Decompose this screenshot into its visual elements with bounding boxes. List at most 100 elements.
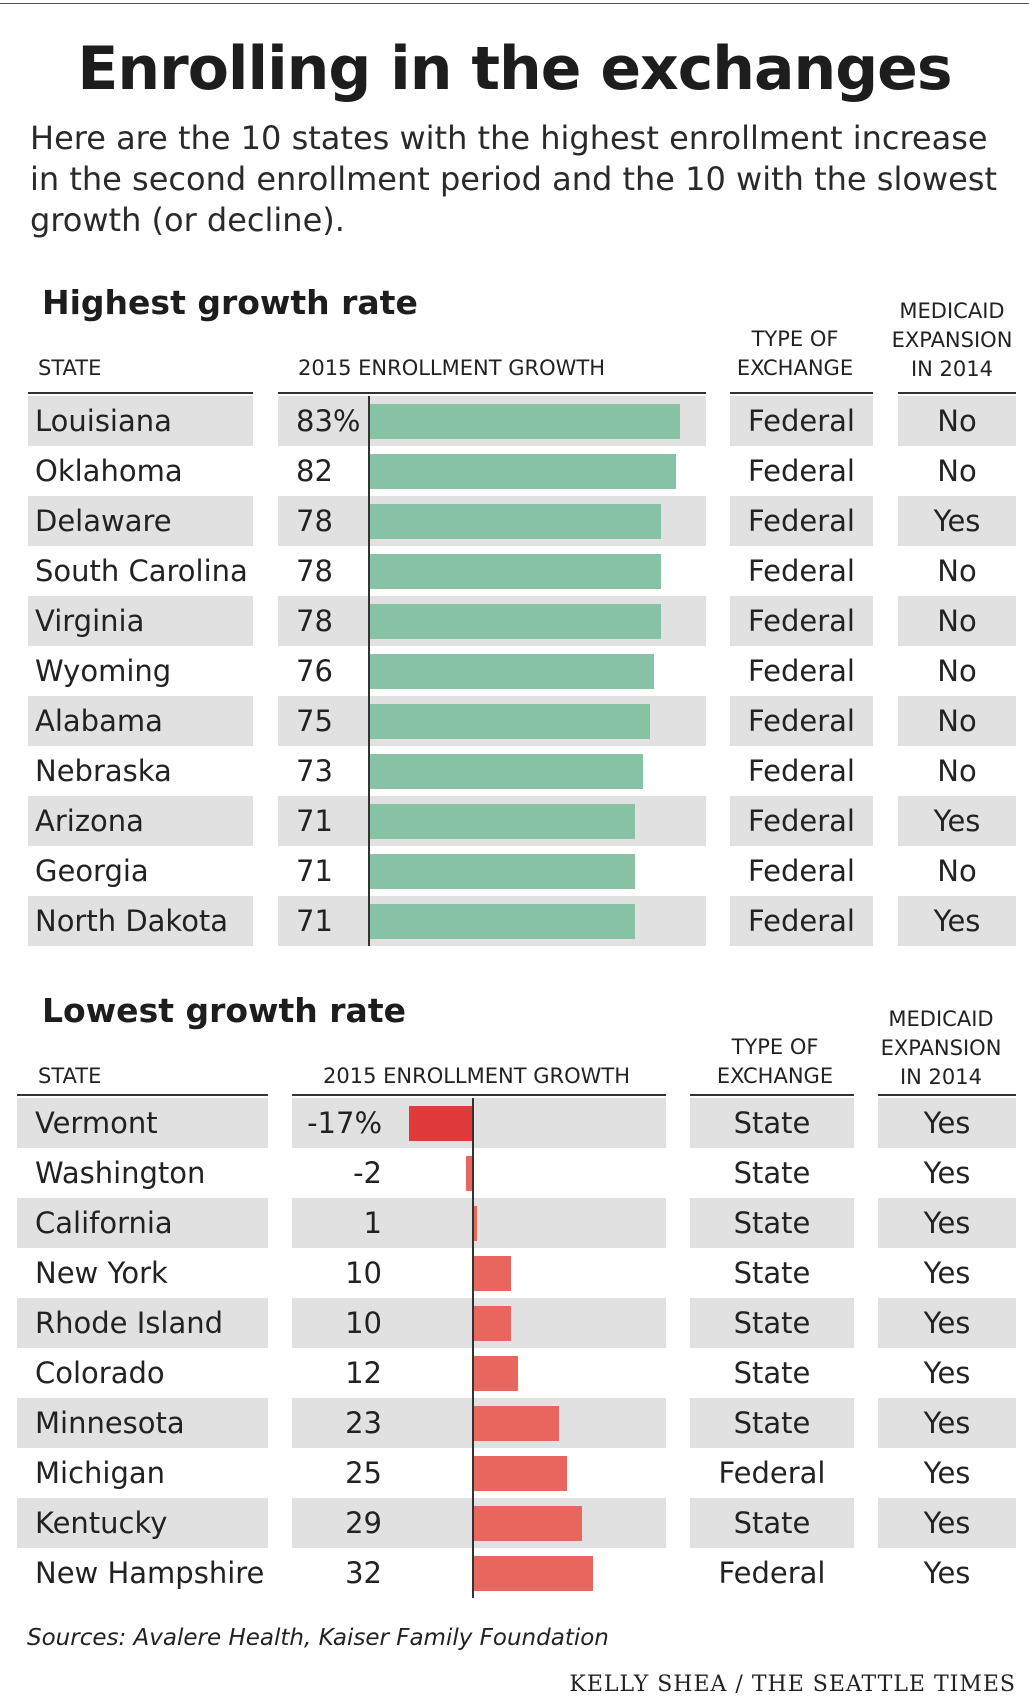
value-label: -17% [307,1106,382,1140]
exchange-type: State [733,1256,811,1290]
row-band [690,1498,854,1548]
row-band [28,796,253,846]
exchange-type: Federal [748,604,855,638]
header-medicaid-line1: MEDICAID [888,1007,994,1031]
header-rule [690,1094,854,1096]
row-band [690,1398,854,1448]
row-band [730,496,873,546]
medicaid-expansion: Yes [923,1356,971,1390]
row-band [17,1198,268,1248]
medicaid-expansion: Yes [933,804,981,838]
row-band [898,496,1016,546]
state-name: Georgia [35,854,149,888]
bar [369,854,636,889]
value-label: 71 [296,904,333,938]
state-name: Washington [35,1156,206,1190]
bar [369,454,677,489]
row-band [730,696,873,746]
state-name: Colorado [35,1356,165,1390]
row-band [28,596,253,646]
value-label: 76 [296,654,333,688]
row-band [17,1498,268,1548]
exchange-type: Federal [748,704,855,738]
bar [473,1506,582,1541]
medicaid-expansion: Yes [923,1106,971,1140]
value-label: 10 [345,1256,382,1290]
value-label: 23 [345,1406,382,1440]
bar [473,1256,511,1291]
bar [369,904,636,939]
bar [473,1206,477,1241]
state-name: Virginia [35,604,145,638]
medicaid-expansion: Yes [923,1406,971,1440]
exchange-type: Federal [718,1556,826,1590]
state-name: Michigan [35,1456,166,1490]
header-rule [28,392,253,394]
exchange-type: Federal [748,554,855,588]
state-name: Kentucky [35,1506,168,1540]
state-name: North Dakota [35,904,229,938]
value-label: 78 [296,504,333,538]
exchange-type: Federal [748,404,855,438]
bar [369,754,643,789]
exchange-type: Federal [748,904,855,938]
row-band [292,1198,666,1248]
row-band [690,1098,854,1148]
row-band [28,496,253,546]
medicaid-expansion: No [937,404,977,438]
bar [473,1356,518,1391]
medicaid-expansion: No [937,554,977,588]
header-medicaid-line2: EXPANSION [891,328,1013,352]
medicaid-expansion: Yes [923,1206,971,1240]
exchange-type: State [733,1106,811,1140]
bar [465,1156,473,1191]
row-band [730,896,873,946]
page-title: Enrolling in the exchanges [77,34,952,104]
row-band [878,1298,1016,1348]
bar [369,654,654,689]
zero-axis [368,396,370,946]
state-name: Vermont [35,1106,158,1140]
bar [369,504,662,539]
exchange-type: State [733,1356,811,1390]
bar [473,1456,567,1491]
state-name: Rhode Island [35,1306,224,1340]
exchange-type: Federal [718,1456,826,1490]
value-label: 25 [345,1456,382,1490]
medicaid-expansion: No [937,704,977,738]
medicaid-expansion: Yes [923,1306,971,1340]
lowest-header-state: STATE [38,1064,102,1088]
exchange-type: State [733,1156,811,1190]
medicaid-expansion: Yes [923,1506,971,1540]
header-medicaid-line2: EXPANSION [880,1036,1002,1060]
lowest-header-medicaid: MEDICAID EXPANSION IN 2014 [876,1005,1006,1092]
lowest-header-type: TYPE OF EXCHANGE [688,1033,862,1091]
medicaid-expansion: No [937,454,977,488]
row-band [898,796,1016,846]
medicaid-expansion: No [937,854,977,888]
row-band [730,596,873,646]
header-rule [17,1094,268,1096]
state-name: Wyoming [35,654,172,688]
state-name: Louisiana [35,404,172,438]
row-band [28,896,253,946]
bar [369,404,680,439]
header-rule [730,392,873,394]
header-medicaid-line3: IN 2014 [899,1065,983,1089]
row-band [28,696,253,746]
medicaid-expansion: Yes [923,1556,971,1590]
bar [473,1406,560,1441]
value-label: -2 [353,1156,382,1190]
state-name: California [35,1206,173,1240]
header-rule [292,1094,666,1096]
highest-header-medicaid: MEDICAID EXPANSION IN 2014 [888,297,1016,384]
value-label: 29 [345,1506,382,1540]
value-label: 12 [345,1356,382,1390]
exchange-type: Federal [748,654,855,688]
medicaid-expansion: No [937,604,977,638]
intro-text: Here are the 10 states with the highest … [30,119,997,239]
value-label: 83% [296,404,361,438]
lowest-header-growth: 2015 ENROLLMENT GROWTH [323,1064,630,1088]
value-label: 73 [296,754,333,788]
state-name: South Carolina [35,554,248,588]
